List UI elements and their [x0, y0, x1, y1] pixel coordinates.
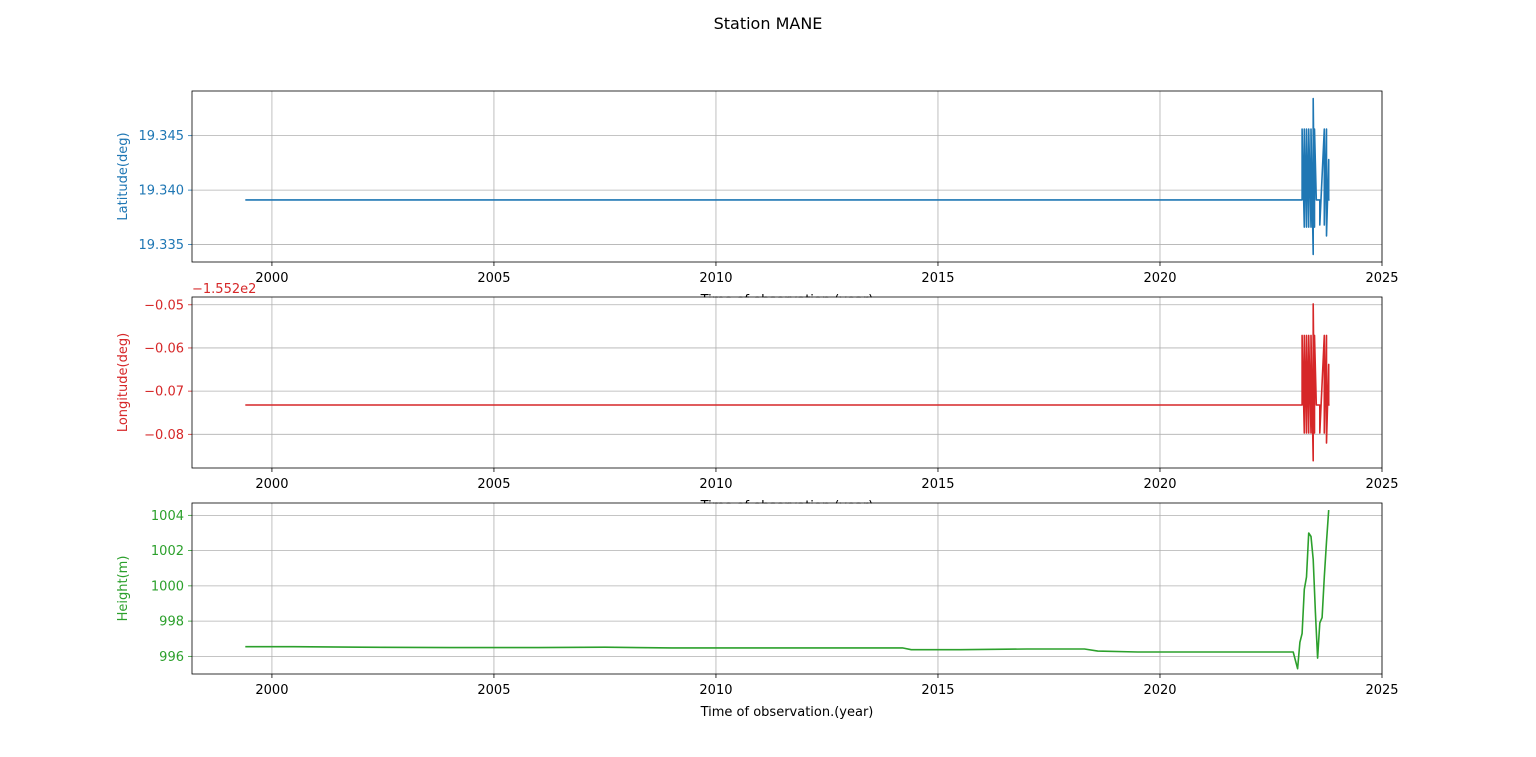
- latitude-subplot: 2000 2005 2010 2015 2020 2025 19.335 19.340 19.3…: [116, 90, 1399, 308]
- y-tick-label: 19.345: [139, 129, 185, 144]
- y-tick-label: 996: [159, 650, 184, 665]
- y-tick-label: 1002: [151, 544, 184, 559]
- longitude-subplot: 2000 2005 2010 2015 2020 2025 −0.08 −0.07 −0.06 −…: [116, 282, 1399, 514]
- y-tick-label: 1000: [151, 579, 184, 594]
- x-tick-label: 2005: [477, 271, 510, 286]
- x-tick-label: 2015: [921, 683, 954, 698]
- height-subplot: 2000 2005 2010 2015 2020 2025 996 998 1000 1002 10…: [116, 502, 1399, 720]
- x-tick-label: 2020: [1143, 477, 1176, 492]
- data-series-line: [245, 510, 1330, 670]
- x-tick-label: 2025: [1365, 271, 1398, 286]
- x-tick-label: 2005: [477, 683, 510, 698]
- data-series-line: [245, 303, 1330, 462]
- x-tick-label: 2000: [255, 271, 288, 286]
- axes-frame: [191, 502, 1383, 675]
- axes-frame: [191, 90, 1383, 263]
- y-axis-label: Latitude(deg): [116, 132, 131, 220]
- axes-frame: [191, 296, 1383, 469]
- x-axis-label: Time of observation.(year): [700, 705, 874, 720]
- x-tick-label: 2020: [1143, 683, 1176, 698]
- x-tick-label: 2010: [699, 477, 732, 492]
- data-series-line: [245, 97, 1330, 256]
- y-axis-label: Height(m): [116, 556, 131, 622]
- x-tick-label: 2015: [921, 477, 954, 492]
- y-tick-label: −0.06: [144, 341, 184, 356]
- label-overlap-mask: [192, 297, 1382, 310]
- y-tick-label: −0.05: [144, 298, 184, 313]
- figure-title: Station MANE: [714, 14, 823, 33]
- x-tick-label: 2005: [477, 477, 510, 492]
- y-offset-text: −1.552e2: [192, 282, 256, 297]
- x-tick-label: 2025: [1365, 477, 1398, 492]
- y-tick-label: 998: [159, 615, 184, 630]
- y-tick-label: 19.335: [139, 238, 185, 253]
- x-tick-label: 2010: [699, 271, 732, 286]
- y-tick-label: 19.340: [139, 184, 185, 199]
- y-tick-label: −0.08: [144, 428, 184, 443]
- y-tick-label: −0.07: [144, 385, 184, 400]
- x-tick-label: 2000: [255, 477, 288, 492]
- y-axis-label: Longitude(deg): [116, 333, 131, 432]
- x-tick-label: 2010: [699, 683, 732, 698]
- x-tick-label: 2020: [1143, 271, 1176, 286]
- x-tick-label: 2015: [921, 271, 954, 286]
- y-tick-label: 1004: [151, 509, 184, 524]
- label-overlap-mask: [192, 503, 1382, 516]
- x-tick-label: 2025: [1365, 683, 1398, 698]
- x-tick-label: 2000: [255, 683, 288, 698]
